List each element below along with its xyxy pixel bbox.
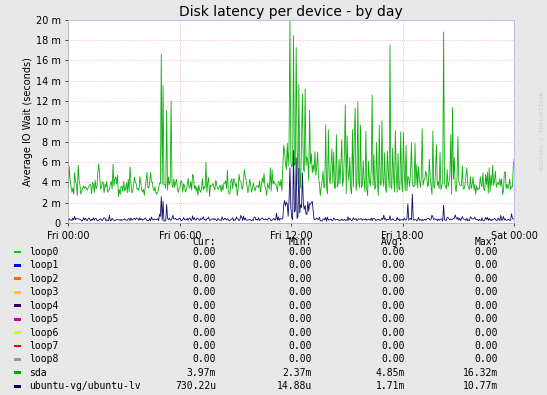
Text: 0.00: 0.00	[288, 314, 312, 324]
Text: 0.00: 0.00	[381, 354, 405, 365]
Text: loop6: loop6	[29, 327, 59, 338]
Text: Max:: Max:	[474, 237, 498, 247]
Text: 0.00: 0.00	[381, 314, 405, 324]
Text: 16.32m: 16.32m	[463, 368, 498, 378]
Text: 0.00: 0.00	[193, 301, 216, 311]
Text: Cur:: Cur:	[193, 237, 216, 247]
Text: 4.85m: 4.85m	[375, 368, 405, 378]
Text: 0.00: 0.00	[381, 327, 405, 338]
Text: RRDTOOL / TOBIOETIKER: RRDTOOL / TOBIOETIKER	[539, 91, 544, 170]
Bar	[14, 277, 21, 280]
Text: 0.00: 0.00	[193, 354, 216, 365]
Bar	[14, 304, 21, 307]
Text: 0.00: 0.00	[193, 327, 216, 338]
Bar	[14, 250, 21, 254]
Text: loop5: loop5	[29, 314, 59, 324]
Text: 14.88u: 14.88u	[277, 381, 312, 391]
Text: 0.00: 0.00	[193, 274, 216, 284]
Text: 0.00: 0.00	[288, 260, 312, 271]
Bar	[14, 385, 21, 388]
Y-axis label: Average IO Wait (seconds): Average IO Wait (seconds)	[23, 57, 33, 186]
Text: 0.00: 0.00	[193, 260, 216, 271]
Text: 0.00: 0.00	[193, 314, 216, 324]
Text: loop1: loop1	[29, 260, 59, 271]
Text: 0.00: 0.00	[474, 314, 498, 324]
Text: ubuntu-vg/ubuntu-lv: ubuntu-vg/ubuntu-lv	[29, 381, 141, 391]
Text: 0.00: 0.00	[288, 301, 312, 311]
Text: loop4: loop4	[29, 301, 59, 311]
Text: loop8: loop8	[29, 354, 59, 365]
Text: 1.71m: 1.71m	[375, 381, 405, 391]
Text: 0.00: 0.00	[474, 260, 498, 271]
Text: 0.00: 0.00	[193, 341, 216, 351]
Bar	[14, 318, 21, 321]
Bar	[14, 264, 21, 267]
Text: 0.00: 0.00	[288, 247, 312, 257]
Bar	[14, 358, 21, 361]
Text: 0.00: 0.00	[474, 327, 498, 338]
Text: 0.00: 0.00	[474, 247, 498, 257]
Text: loop3: loop3	[29, 287, 59, 297]
Bar	[14, 371, 21, 374]
Text: 0.00: 0.00	[381, 260, 405, 271]
Text: Min:: Min:	[288, 237, 312, 247]
Text: 0.00: 0.00	[381, 287, 405, 297]
Text: 2.37m: 2.37m	[282, 368, 312, 378]
Text: Avg:: Avg:	[381, 237, 405, 247]
Text: loop0: loop0	[29, 247, 59, 257]
Bar	[14, 331, 21, 334]
Text: 0.00: 0.00	[381, 341, 405, 351]
Text: 3.97m: 3.97m	[187, 368, 216, 378]
Text: 730.22u: 730.22u	[175, 381, 216, 391]
Bar	[14, 291, 21, 294]
Text: 0.00: 0.00	[474, 354, 498, 365]
Text: 0.00: 0.00	[381, 301, 405, 311]
Text: loop7: loop7	[29, 341, 59, 351]
Text: 0.00: 0.00	[193, 287, 216, 297]
Text: 0.00: 0.00	[381, 274, 405, 284]
Text: 0.00: 0.00	[288, 287, 312, 297]
Text: 0.00: 0.00	[474, 301, 498, 311]
Bar	[14, 344, 21, 348]
Text: 0.00: 0.00	[288, 327, 312, 338]
Text: 0.00: 0.00	[288, 341, 312, 351]
Text: 0.00: 0.00	[288, 274, 312, 284]
Text: 0.00: 0.00	[474, 287, 498, 297]
Title: Disk latency per device - by day: Disk latency per device - by day	[179, 5, 403, 19]
Text: 10.77m: 10.77m	[463, 381, 498, 391]
Text: 0.00: 0.00	[288, 354, 312, 365]
Text: loop2: loop2	[29, 274, 59, 284]
Text: 0.00: 0.00	[193, 247, 216, 257]
Text: 0.00: 0.00	[474, 274, 498, 284]
Text: sda: sda	[29, 368, 46, 378]
Text: 0.00: 0.00	[381, 247, 405, 257]
Text: 0.00: 0.00	[474, 341, 498, 351]
